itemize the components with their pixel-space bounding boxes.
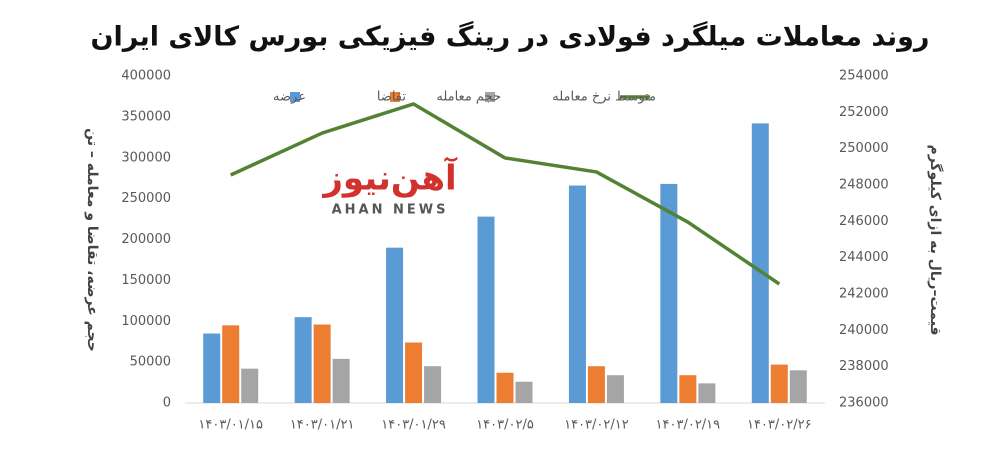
y2-axis-label: قیمت–ریال به ازای کیلوگرم xyxy=(927,144,944,335)
x-tick-label: ۱۴۰۳/۰۲/۱۲ xyxy=(564,418,629,433)
legend-swatch xyxy=(485,92,495,102)
bar xyxy=(222,325,240,403)
bar xyxy=(386,247,404,403)
y2-tick-label: 240000 xyxy=(839,323,889,338)
x-tick-label: ۱۴۰۳/۰۲/۵ xyxy=(476,418,534,433)
bar xyxy=(203,333,221,403)
y2-tick-label: 252000 xyxy=(839,105,889,120)
y2-tick-label: 250000 xyxy=(839,141,889,156)
bar xyxy=(241,368,259,403)
bar xyxy=(405,342,423,403)
y-axis-label: حجم عرضه، تقاضا و معامله – تن xyxy=(84,128,100,352)
bar xyxy=(294,317,312,403)
bar xyxy=(515,381,533,403)
bar xyxy=(496,372,514,403)
legend-swatch xyxy=(290,92,300,102)
chart-title: روند معاملات میلگرد فولادی در رینگ فیزیک… xyxy=(91,21,930,53)
watermark-subtitle: AHAN NEWS xyxy=(332,203,449,218)
bar xyxy=(751,123,769,403)
bar xyxy=(770,364,788,403)
y2-tick-label: 238000 xyxy=(839,359,889,374)
y-tick-label: 300000 xyxy=(121,150,171,165)
y-tick-label: 100000 xyxy=(121,314,171,329)
y-tick-label: 0 xyxy=(163,396,171,411)
y2-tick-label: 244000 xyxy=(839,250,889,265)
bar xyxy=(698,383,716,403)
bar xyxy=(679,375,697,403)
watermark-title: آهن‌نیوز xyxy=(321,157,458,199)
y2-tick-label: 248000 xyxy=(839,178,889,193)
legend-label: حجم معامله xyxy=(436,90,501,105)
bar xyxy=(477,216,495,403)
y2-tick-label: 246000 xyxy=(839,214,889,229)
y2-tick-label: 242000 xyxy=(839,287,889,302)
y2-tick-label: 254000 xyxy=(839,69,889,84)
legend-label: متوسط نرخ معامله xyxy=(552,90,656,105)
y-tick-label: 150000 xyxy=(121,273,171,288)
y-tick-label: 50000 xyxy=(130,355,171,370)
y-tick-label: 350000 xyxy=(121,109,171,124)
line xyxy=(229,102,781,286)
y-tick-label: 400000 xyxy=(121,69,171,84)
bar xyxy=(606,375,624,403)
bar xyxy=(789,370,807,403)
bar xyxy=(660,183,678,403)
x-tick-label: ۱۴۰۳/۰۱/۱۵ xyxy=(198,418,263,433)
bar xyxy=(568,185,586,403)
x-tick-label: ۱۴۰۳/۰۲/۲۶ xyxy=(747,418,812,433)
bar xyxy=(313,324,331,403)
x-tick-label: ۱۴۰۳/۰۲/۱۹ xyxy=(656,418,721,433)
legend-label: تقاضا xyxy=(377,90,407,105)
y-tick-label: 250000 xyxy=(121,191,171,206)
legend-swatch xyxy=(390,92,400,102)
bar xyxy=(424,366,442,403)
legend-label: عرضه xyxy=(273,90,306,105)
y2-tick-label: 236000 xyxy=(839,396,889,411)
x-tick-label: ۱۴۰۳/۰۱/۲۹ xyxy=(381,418,446,433)
y-tick-label: 200000 xyxy=(121,232,171,247)
bar xyxy=(587,366,605,403)
bar xyxy=(332,358,350,403)
x-tick-label: ۱۴۰۳/۰۱/۲۱ xyxy=(290,418,355,433)
